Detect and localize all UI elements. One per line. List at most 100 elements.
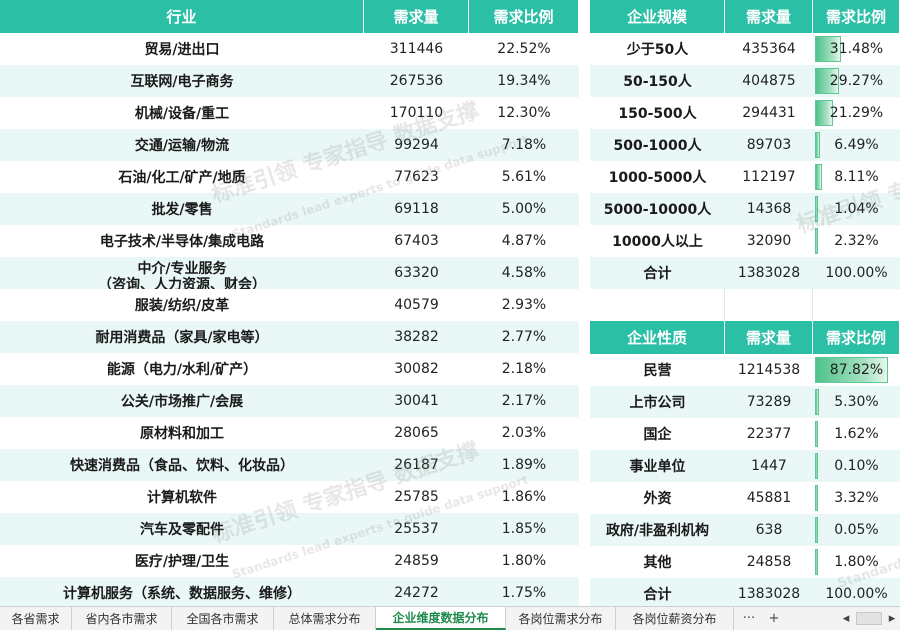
nature-table-name-cell[interactable]: 其他 bbox=[590, 546, 725, 578]
nature-table-name-cell[interactable]: 国企 bbox=[590, 418, 725, 450]
industry-ratio-cell[interactable]: 2.18% bbox=[469, 353, 579, 385]
nature-table-ratio-cell[interactable]: 0.05% bbox=[813, 514, 900, 546]
industry-ratio-cell[interactable]: 2.77% bbox=[469, 321, 579, 353]
industry-name-cell[interactable]: 服装/纺织/皮革 bbox=[0, 289, 364, 321]
industry-ratio-cell[interactable]: 4.58% bbox=[469, 257, 579, 289]
size-table-header-2[interactable]: 需求比例 bbox=[813, 0, 900, 33]
industry-name-cell[interactable]: 机械/设备/重工 bbox=[0, 97, 364, 129]
industry-count-cell[interactable]: 25785 bbox=[364, 481, 469, 513]
size-table-ratio-cell[interactable]: 6.49% bbox=[813, 129, 900, 161]
size-table-ratio-cell[interactable]: 29.27% bbox=[813, 65, 900, 97]
industry-ratio-cell[interactable]: 2.93% bbox=[469, 289, 579, 321]
industry-count-cell[interactable]: 30082 bbox=[364, 353, 469, 385]
nature-table-count-cell[interactable]: 638 bbox=[725, 514, 813, 546]
industry-name-cell[interactable]: 批发/零售 bbox=[0, 193, 364, 225]
size-table-name-cell[interactable]: 500-1000人 bbox=[590, 129, 725, 161]
nature-table-name-cell[interactable]: 政府/非盈利机构 bbox=[590, 514, 725, 546]
industry-table-header-0[interactable]: 行业 bbox=[0, 0, 364, 33]
size-table-count-cell[interactable]: 435364 bbox=[725, 33, 813, 65]
industry-count-cell[interactable]: 24859 bbox=[364, 545, 469, 577]
industry-count-cell[interactable]: 28065 bbox=[364, 417, 469, 449]
industry-name-cell[interactable]: 交通/运输/物流 bbox=[0, 129, 364, 161]
nature-table-header-0[interactable]: 企业性质 bbox=[590, 321, 725, 354]
industry-count-cell[interactable]: 99294 bbox=[364, 129, 469, 161]
nature-table-header-1[interactable]: 需求量 bbox=[725, 321, 813, 354]
empty-cell[interactable] bbox=[725, 289, 813, 321]
industry-ratio-cell[interactable]: 5.00% bbox=[469, 193, 579, 225]
industry-ratio-cell[interactable]: 5.61% bbox=[469, 161, 579, 193]
size-table-count-cell[interactable]: 404875 bbox=[725, 65, 813, 97]
size-table-header-0[interactable]: 企业规模 bbox=[590, 0, 725, 33]
nature-table-count-cell[interactable]: 1383028 bbox=[725, 578, 813, 606]
industry-name-cell[interactable]: 计算机服务（系统、数据服务、维修） bbox=[0, 577, 364, 606]
nature-table-count-cell[interactable]: 45881 bbox=[725, 482, 813, 514]
empty-cell[interactable] bbox=[590, 289, 725, 321]
empty-cell[interactable] bbox=[813, 289, 900, 321]
nature-table-ratio-cell[interactable]: 0.10% bbox=[813, 450, 900, 482]
nature-table-count-cell[interactable]: 22377 bbox=[725, 418, 813, 450]
size-table-ratio-cell[interactable]: 1.04% bbox=[813, 193, 900, 225]
nature-table-count-cell[interactable]: 73289 bbox=[725, 386, 813, 418]
industry-ratio-cell[interactable]: 1.89% bbox=[469, 449, 579, 481]
industry-name-cell[interactable]: 医疗/护理/卫生 bbox=[0, 545, 364, 577]
industry-table-header-1[interactable]: 需求量 bbox=[364, 0, 469, 33]
industry-name-cell[interactable]: 汽车及零配件 bbox=[0, 513, 364, 545]
industry-count-cell[interactable]: 25537 bbox=[364, 513, 469, 545]
size-table-ratio-cell[interactable]: 8.11% bbox=[813, 161, 900, 193]
industry-table-header-2[interactable]: 需求比例 bbox=[469, 0, 579, 33]
industry-name-cell[interactable]: 计算机软件 bbox=[0, 481, 364, 513]
more-sheets-icon[interactable]: ··· bbox=[742, 611, 756, 626]
industry-ratio-cell[interactable]: 1.86% bbox=[469, 481, 579, 513]
industry-ratio-cell[interactable]: 1.75% bbox=[469, 577, 579, 606]
industry-count-cell[interactable]: 170110 bbox=[364, 97, 469, 129]
industry-ratio-cell[interactable]: 1.80% bbox=[469, 545, 579, 577]
sheet-tab[interactable]: 省内各市需求 bbox=[72, 607, 172, 630]
sheet-tab[interactable]: 全国各市需求 bbox=[172, 607, 274, 630]
sheet-tab[interactable]: 企业维度数据分布 bbox=[376, 607, 506, 630]
industry-ratio-cell[interactable]: 19.34% bbox=[469, 65, 579, 97]
nature-table-name-cell[interactable]: 民营 bbox=[590, 354, 725, 386]
sheet-tab[interactable]: 总体需求分布 bbox=[274, 607, 376, 630]
size-table-name-cell[interactable]: 10000人以上 bbox=[590, 225, 725, 257]
industry-ratio-cell[interactable]: 12.30% bbox=[469, 97, 579, 129]
industry-count-cell[interactable]: 30041 bbox=[364, 385, 469, 417]
industry-count-cell[interactable]: 69118 bbox=[364, 193, 469, 225]
size-table-ratio-cell[interactable]: 100.00% bbox=[813, 257, 900, 289]
size-table-name-cell[interactable]: 150-500人 bbox=[590, 97, 725, 129]
industry-name-cell[interactable]: 石油/化工/矿产/地质 bbox=[0, 161, 364, 193]
industry-ratio-cell[interactable]: 2.03% bbox=[469, 417, 579, 449]
industry-count-cell[interactable]: 67403 bbox=[364, 225, 469, 257]
nature-table-name-cell[interactable]: 合计 bbox=[590, 578, 725, 606]
horizontal-scrollbar[interactable] bbox=[856, 612, 882, 625]
nature-table-ratio-cell[interactable]: 3.32% bbox=[813, 482, 900, 514]
nature-table-ratio-cell[interactable]: 5.30% bbox=[813, 386, 900, 418]
industry-count-cell[interactable]: 40579 bbox=[364, 289, 469, 321]
industry-name-cell[interactable]: 互联网/电子商务 bbox=[0, 65, 364, 97]
size-table-name-cell[interactable]: 少于50人 bbox=[590, 33, 725, 65]
size-table-count-cell[interactable]: 294431 bbox=[725, 97, 813, 129]
scroll-left-icon[interactable]: ◂ bbox=[842, 611, 850, 626]
size-table-name-cell[interactable]: 合计 bbox=[590, 257, 725, 289]
size-table-count-cell[interactable]: 89703 bbox=[725, 129, 813, 161]
size-table-count-cell[interactable]: 32090 bbox=[725, 225, 813, 257]
scroll-right-icon[interactable]: ▸ bbox=[888, 611, 896, 626]
size-table-header-1[interactable]: 需求量 bbox=[725, 0, 813, 33]
industry-name-cell[interactable]: 能源（电力/水利/矿产） bbox=[0, 353, 364, 385]
industry-name-cell[interactable]: 耐用消费品（家具/家电等） bbox=[0, 321, 364, 353]
size-table-ratio-cell[interactable]: 21.29% bbox=[813, 97, 900, 129]
industry-count-cell[interactable]: 311446 bbox=[364, 33, 469, 65]
nature-table-name-cell[interactable]: 上市公司 bbox=[590, 386, 725, 418]
add-sheet-button[interactable]: + bbox=[768, 611, 780, 626]
spreadsheet-grid[interactable]: 行业 需求量 需求比例 贸易/进出口 311446 22.52% 互联网/电子商务 26753… bbox=[0, 0, 900, 606]
industry-ratio-cell[interactable]: 2.17% bbox=[469, 385, 579, 417]
industry-count-cell[interactable]: 63320 bbox=[364, 257, 469, 289]
nature-table-header-2[interactable]: 需求比例 bbox=[813, 321, 900, 354]
size-table-name-cell[interactable]: 5000-10000人 bbox=[590, 193, 725, 225]
nature-table-name-cell[interactable]: 事业单位 bbox=[590, 450, 725, 482]
size-table-ratio-cell[interactable]: 2.32% bbox=[813, 225, 900, 257]
industry-count-cell[interactable]: 77623 bbox=[364, 161, 469, 193]
industry-name-cell[interactable]: 中介/专业服务 （咨询、人力资源、财会） bbox=[0, 257, 364, 289]
nature-table-count-cell[interactable]: 24858 bbox=[725, 546, 813, 578]
nature-table-count-cell[interactable]: 1447 bbox=[725, 450, 813, 482]
nature-table-count-cell[interactable]: 1214538 bbox=[725, 354, 813, 386]
